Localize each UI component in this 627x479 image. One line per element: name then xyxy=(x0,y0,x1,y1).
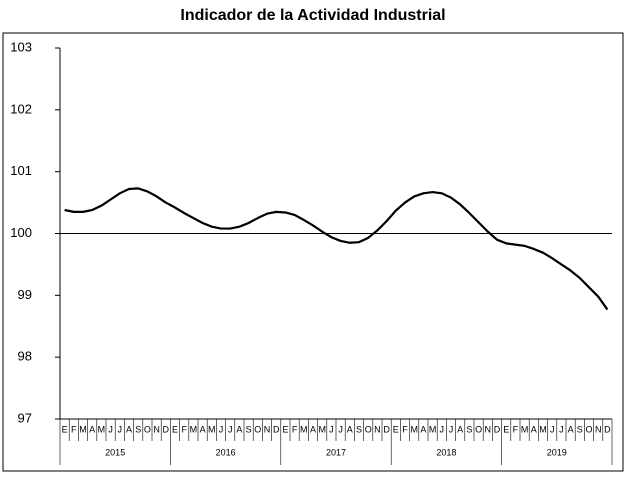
x-tick-label: M xyxy=(539,424,547,434)
x-tick-label: N xyxy=(595,424,602,434)
year-label: 2017 xyxy=(326,447,346,457)
x-tick-label: J xyxy=(559,424,564,434)
x-tick-label: N xyxy=(485,424,492,434)
x-tick-label: D xyxy=(604,424,611,434)
x-tick-label: J xyxy=(228,424,233,434)
x-tick-label: E xyxy=(393,424,399,434)
x-tick-label: M xyxy=(98,424,106,434)
x-tick-label: M xyxy=(410,424,418,434)
x-tick-label: D xyxy=(383,424,390,434)
x-tick-label: A xyxy=(200,424,206,434)
x-tick-label: F xyxy=(513,424,519,434)
y-tick-label: 102 xyxy=(10,101,32,116)
x-tick-label: J xyxy=(219,424,224,434)
x-tick-label: A xyxy=(457,424,463,434)
x-tick-label: D xyxy=(163,424,170,434)
x-tick-label: S xyxy=(135,424,141,434)
x-tick-label: J xyxy=(449,424,454,434)
x-tick-label: M xyxy=(318,424,326,434)
x-tick-label: N xyxy=(374,424,381,434)
x-tick-label: J xyxy=(338,424,343,434)
x-tick-label: A xyxy=(126,424,132,434)
x-tick-label: S xyxy=(466,424,472,434)
x-tick-label: J xyxy=(440,424,445,434)
x-tick-label: J xyxy=(550,424,555,434)
x-tick-label: E xyxy=(503,424,509,434)
x-tick-label: A xyxy=(89,424,95,434)
x-tick-label: A xyxy=(347,424,353,434)
y-tick-label: 97 xyxy=(18,410,32,425)
y-tick-label: 100 xyxy=(10,225,32,240)
x-tick-label: A xyxy=(420,424,426,434)
x-tick-label: A xyxy=(236,424,242,434)
x-tick-label: E xyxy=(62,424,68,434)
x-tick-label: D xyxy=(273,424,280,434)
x-tick-label: F xyxy=(181,424,187,434)
x-tick-label: M xyxy=(300,424,308,434)
year-label: 2019 xyxy=(547,447,567,457)
x-tick-label: O xyxy=(254,424,261,434)
x-tick-label: M xyxy=(429,424,437,434)
x-tick-label: A xyxy=(568,424,574,434)
x-tick-label: S xyxy=(577,424,583,434)
x-tick-label: F xyxy=(292,424,298,434)
data-line xyxy=(64,187,609,311)
x-tick-label: O xyxy=(365,424,372,434)
x-tick-label: O xyxy=(144,424,151,434)
y-tick-label: 103 xyxy=(10,39,32,54)
x-tick-label: M xyxy=(79,424,87,434)
chart-frame xyxy=(2,32,624,472)
x-tick-label: E xyxy=(172,424,178,434)
y-tick-label: 98 xyxy=(18,349,32,364)
x-tick-label: O xyxy=(585,424,592,434)
y-tick-label: 99 xyxy=(18,287,32,302)
x-tick-label: J xyxy=(329,424,334,434)
x-tick-label: M xyxy=(190,424,198,434)
x-tick-label: A xyxy=(310,424,316,434)
x-tick-label: S xyxy=(356,424,362,434)
x-tick-label: J xyxy=(118,424,123,434)
chart-title: Indicador de la Actividad Industrial xyxy=(180,7,445,24)
x-tick-label: E xyxy=(282,424,288,434)
year-label: 2015 xyxy=(105,447,125,457)
x-tick-label: F xyxy=(402,424,408,434)
year-label: 2016 xyxy=(216,447,236,457)
x-tick-label: N xyxy=(153,424,160,434)
x-tick-label: O xyxy=(475,424,482,434)
x-tick-label: D xyxy=(494,424,501,434)
x-tick-label: M xyxy=(521,424,529,434)
x-tick-label: A xyxy=(531,424,537,434)
x-tick-label: M xyxy=(208,424,216,434)
x-tick-label: S xyxy=(246,424,252,434)
x-tick-label: N xyxy=(264,424,271,434)
y-tick-label: 101 xyxy=(10,163,32,178)
year-label: 2018 xyxy=(436,447,456,457)
x-tick-label: F xyxy=(71,424,77,434)
x-tick-label: J xyxy=(108,424,113,434)
